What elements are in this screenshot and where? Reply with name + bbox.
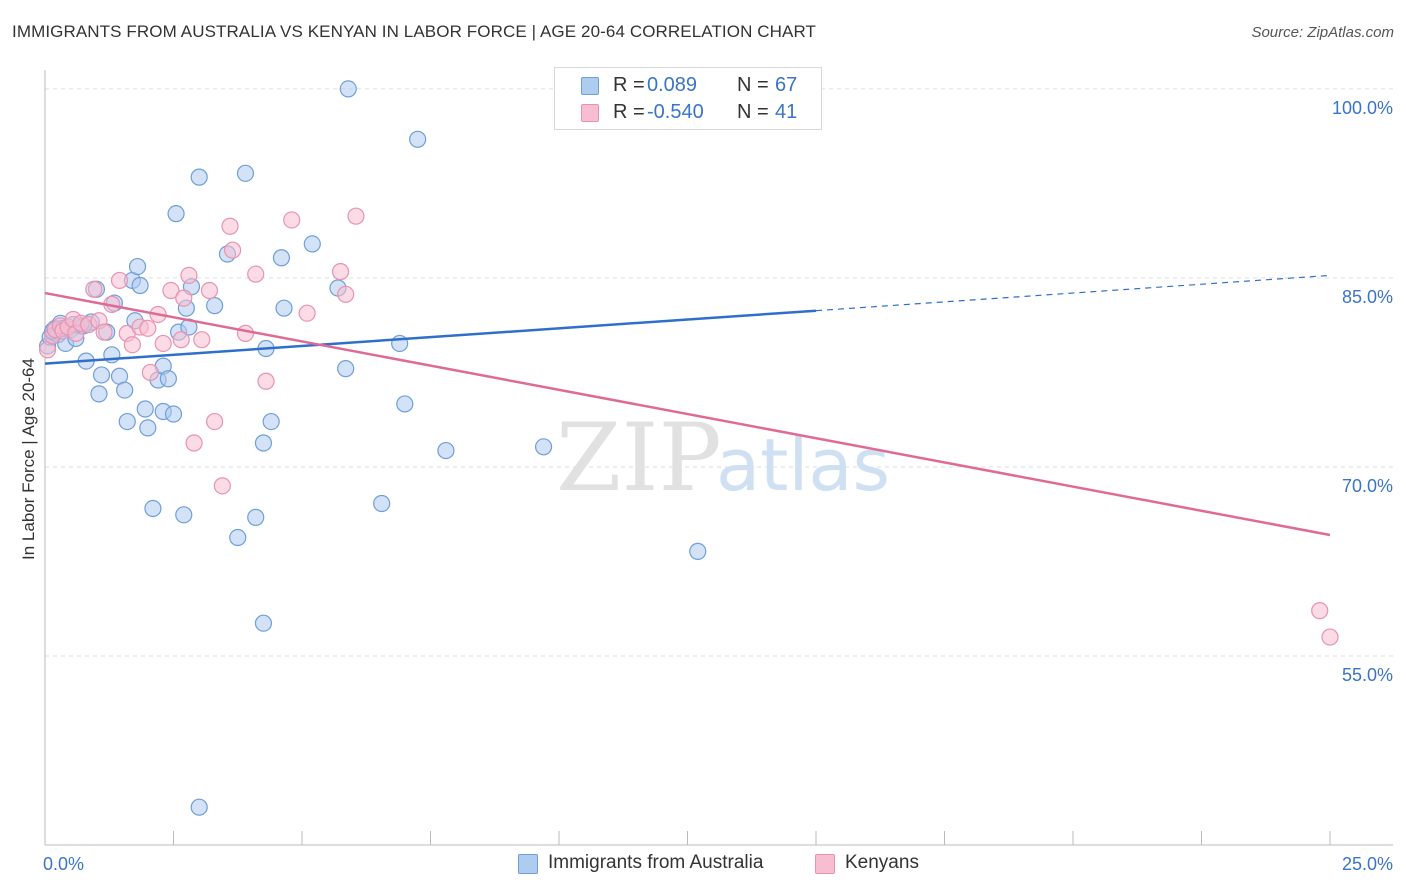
kenyans-swatch: [581, 104, 599, 122]
stats-legend: R = 0.089 N = 67 R = -0.540 N = 41: [554, 67, 822, 130]
y-tick-label: 100.0%: [1332, 98, 1393, 118]
australia-point: [339, 80, 357, 98]
australia-trend-extension: [815, 274, 1331, 312]
australia-point: [116, 381, 134, 399]
y-tick-label: 70.0%: [1342, 476, 1393, 496]
australia-point: [206, 297, 224, 315]
kenyans-trend-line: [44, 291, 1331, 537]
chart-title: IMMIGRANTS FROM AUSTRALIA VS KENYAN IN L…: [12, 22, 817, 41]
australia-point: [190, 168, 208, 186]
australia-point: [92, 366, 111, 384]
australia-point: [262, 412, 280, 431]
kenyans-point: [139, 319, 157, 337]
australia-point: [144, 499, 162, 518]
australia-point: [254, 614, 273, 632]
legend-label: Kenyans: [845, 852, 919, 873]
australia-point: [236, 164, 255, 182]
australia-point: [175, 506, 193, 524]
r-value: -0.540: [647, 101, 704, 123]
kenyans-point: [337, 285, 355, 303]
n-value: 67: [775, 74, 798, 96]
australia-point: [437, 441, 455, 460]
kenyans-point: [110, 271, 129, 290]
australia-point: [136, 400, 154, 418]
kenyans-point: [347, 207, 365, 225]
kenyans-point: [206, 412, 224, 431]
australia-point: [247, 508, 265, 526]
kenyans-point: [1321, 628, 1339, 646]
r-label: R =: [613, 101, 645, 123]
kenyans-point: [213, 477, 231, 495]
r-value: 0.089: [647, 74, 698, 96]
stats-row-australia: R = 0.089 N = 67: [555, 72, 821, 100]
trend-lines: [44, 274, 1331, 537]
n-value: 41: [775, 101, 798, 123]
australia-point: [396, 395, 414, 413]
australia-point: [118, 412, 136, 431]
kenyans-point: [85, 280, 103, 298]
australia-point: [337, 360, 355, 378]
australia-point: [303, 235, 321, 253]
kenyans-point: [185, 434, 203, 452]
australia-point: [254, 434, 273, 452]
watermark: ZIP atlas: [556, 404, 890, 513]
n-label: N =: [737, 74, 769, 96]
y-axis-label: In Labor Force | Age 20-64: [19, 358, 38, 560]
kenyans-point: [224, 241, 242, 259]
australia-point: [272, 249, 291, 267]
axes: [44, 70, 1393, 846]
x-tick-label: 25.0%: [1342, 854, 1393, 874]
series-kenyans-points: [38, 207, 1339, 646]
kenyans-point: [200, 281, 219, 300]
source-credit: Source: ZipAtlas.com: [1251, 24, 1394, 41]
kenyans-point: [283, 211, 301, 229]
tick-labels: 100.0% 85.0% 70.0% 55.0% 0.0% 25.0%: [43, 98, 1393, 874]
kenyans-swatch: [815, 854, 835, 874]
australia-point: [128, 257, 147, 276]
australia-point: [534, 438, 553, 456]
kenyans-point: [154, 334, 172, 353]
kenyans-point: [1311, 602, 1329, 620]
kenyans-point: [298, 304, 316, 322]
australia-point: [90, 385, 108, 403]
kenyans-point: [141, 363, 159, 382]
australia-swatch: [518, 854, 538, 874]
kenyans-point: [221, 217, 239, 235]
australia-point: [689, 542, 707, 560]
australia-point: [167, 205, 185, 223]
kenyans-point: [247, 265, 265, 283]
australia-point: [159, 370, 177, 388]
australia-point: [131, 276, 149, 295]
series-legend: Immigrants from Australia Kenyans: [0, 852, 1406, 878]
australia-point: [373, 494, 391, 513]
kenyans-point: [180, 266, 198, 285]
australia-point: [409, 130, 427, 148]
r-label: R =: [613, 74, 645, 96]
watermark-zip: ZIP: [556, 404, 722, 513]
y-tick-label: 85.0%: [1342, 287, 1393, 307]
australia-point: [190, 798, 208, 816]
y-tick-label: 55.0%: [1342, 665, 1393, 685]
australia-point: [275, 299, 293, 317]
australia-point: [164, 405, 183, 423]
kenyans-point: [175, 289, 193, 307]
kenyans-point: [95, 323, 113, 341]
kenyans-point: [331, 263, 350, 281]
kenyans-point: [193, 331, 211, 349]
x-tick-label: 0.0%: [43, 854, 84, 874]
kenyans-point: [123, 336, 141, 354]
kenyans-point: [162, 281, 180, 300]
stats-row-kenyans: R = -0.540 N = 41: [555, 99, 821, 127]
australia-point: [139, 419, 157, 437]
kenyans-point: [236, 324, 255, 342]
legend-label: Immigrants from Australia: [548, 852, 764, 873]
kenyans-point: [257, 372, 275, 390]
australia-swatch: [581, 77, 599, 95]
australia-trend-line: [44, 309, 817, 365]
australia-point: [229, 528, 247, 547]
n-label: N =: [737, 101, 769, 123]
kenyans-point: [172, 331, 190, 349]
